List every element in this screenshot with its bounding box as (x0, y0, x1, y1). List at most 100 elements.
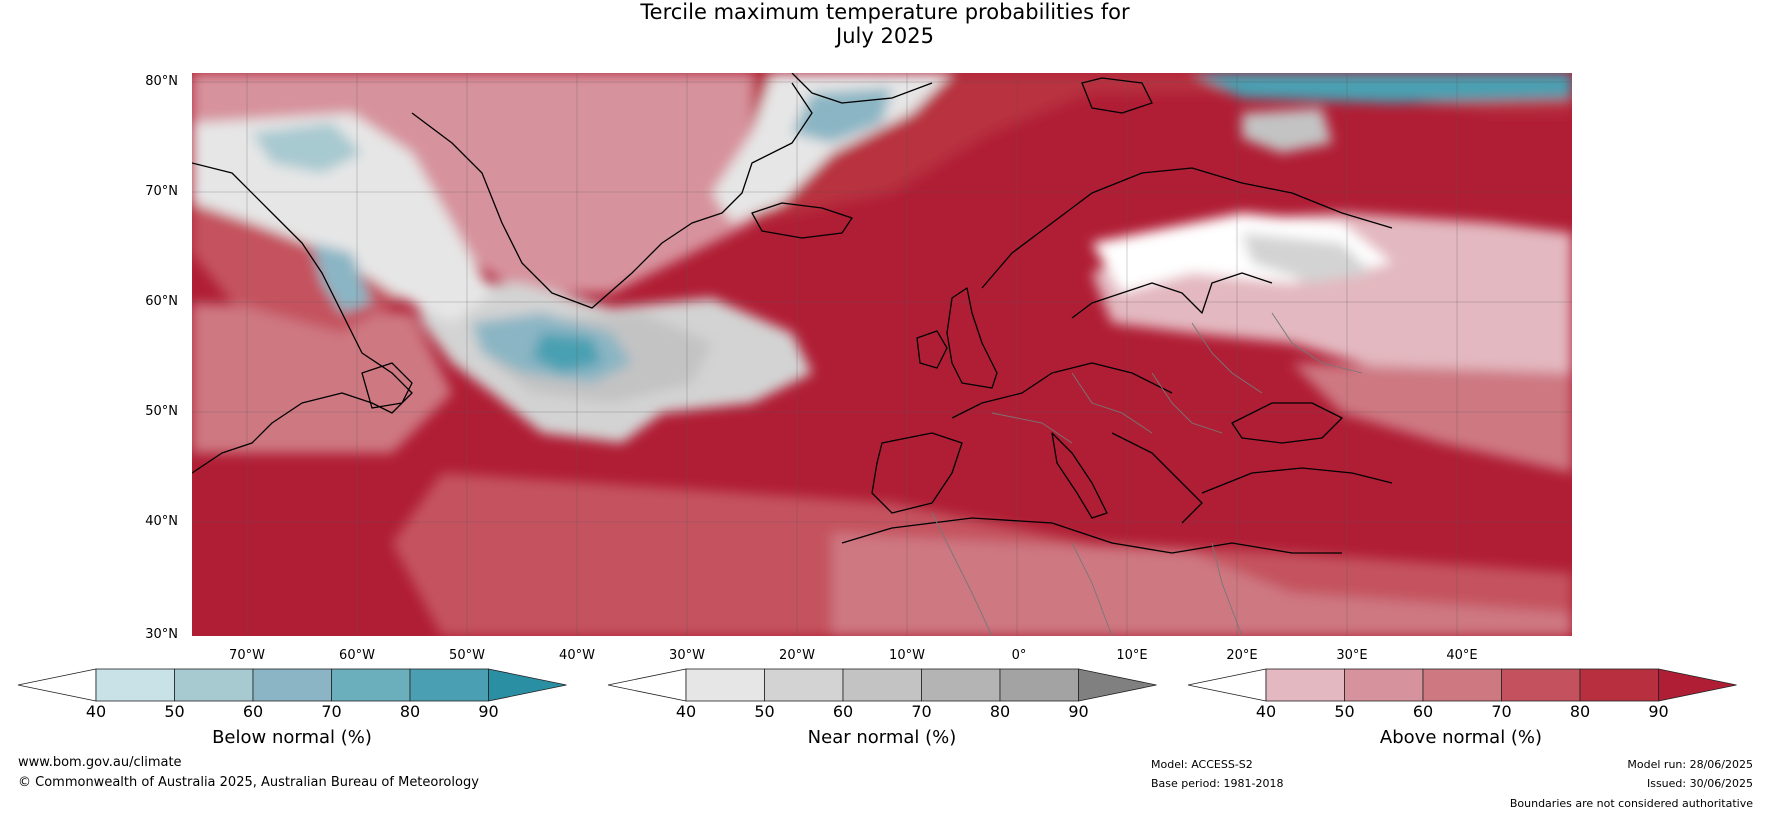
colorbar-tick-label: 50 (754, 702, 775, 721)
colorbar-extend-left (17, 668, 97, 702)
coast-north-africa (841, 517, 1342, 554)
colorbar-segment (1579, 668, 1659, 702)
colorbar-label-below: Below normal (%) (212, 727, 372, 748)
colorbar-above-normal (1187, 668, 1737, 702)
coast-balkans (1111, 432, 1203, 524)
lon-label-20e: 20°E (1226, 648, 1258, 663)
colorbar-segment (174, 668, 254, 702)
colorbar-segment (999, 668, 1079, 702)
colorbar-segment (764, 668, 844, 702)
colorbar-segment (1422, 668, 1502, 702)
lon-label-40w: 40°W (559, 648, 595, 663)
colorbar-label-near: Near normal (%) (807, 727, 957, 748)
region-arctic-grey (1242, 108, 1332, 153)
coast-arctic-north (791, 73, 933, 104)
coast-newfoundland (361, 362, 413, 409)
title-line-2: July 2025 (836, 24, 934, 48)
colorbar-segment (409, 668, 489, 702)
region-northeast-red (752, 73, 1572, 223)
colorbar-segment (685, 668, 765, 702)
title-line-1: Tercile maximum temperature probabilitie… (640, 0, 1130, 24)
lon-label-70w: 70°W (229, 648, 265, 663)
colorbar-tick-label: 40 (675, 702, 697, 721)
coast-black-sea (1231, 402, 1343, 444)
region-atlantic-blue-dark (532, 333, 602, 373)
footer-copyright: © Commonwealth of Australia 2025, Austra… (18, 775, 479, 790)
coast-britain (946, 287, 998, 389)
lat-label-60n: 60°N (145, 294, 178, 309)
footer-disclaimer: Boundaries are not considered authoritat… (1509, 797, 1753, 810)
lon-label-60w: 60°W (339, 648, 375, 663)
colorbar-extend-right (1658, 668, 1737, 702)
colorbar-segment (1344, 668, 1424, 702)
lat-label-40n: 40°N (145, 514, 178, 529)
colorbar-tick-label: 70 (321, 702, 342, 721)
chart-title: Tercile maximum temperature probabilitie… (0, 0, 1770, 48)
colorbar-tick-label: 50 (164, 702, 185, 721)
coast-europe (951, 362, 1173, 419)
region-east-greenland-blue (792, 88, 892, 143)
coast-svalbard (1081, 77, 1153, 114)
colorbar-near-normal (607, 668, 1157, 702)
coast-iceland (751, 202, 853, 239)
lat-label-50n: 50°N (145, 404, 178, 419)
colorbar-tick-label: 70 (1491, 702, 1512, 721)
colorbar-tick-label: 80 (399, 702, 421, 721)
lon-label-30w: 30°W (669, 648, 705, 663)
lon-label-50w: 50°W (449, 648, 485, 663)
lat-label-30n: 30°N (145, 627, 178, 642)
colorbar-extend-left (607, 668, 687, 702)
colorbar-segment (95, 668, 175, 702)
colorbar-tick-label: 50 (1334, 702, 1355, 721)
coast-iberia (871, 432, 963, 514)
coast-turkey (1201, 467, 1393, 494)
colorbar-segment (842, 668, 922, 702)
footer-model-run: Model run: 28/06/2025 (1627, 758, 1753, 771)
lon-label-30e: 30°E (1336, 648, 1368, 663)
colorbar-label-above: Above normal (%) (1379, 727, 1543, 748)
colorbar-extend-right (1078, 668, 1157, 702)
lat-label-70n: 70°N (145, 184, 178, 199)
region-east-greenland-grey (712, 73, 952, 223)
region-north-africa-mid (832, 533, 1572, 636)
colorbar-tick-label: 70 (911, 702, 932, 721)
colorbar-group (17, 668, 1737, 702)
region-hudson-blue (312, 243, 372, 313)
coast-norway (981, 167, 1393, 289)
region-baffin-blue (252, 123, 362, 173)
lon-label-0: 0° (1011, 648, 1027, 663)
coast-ireland (916, 330, 948, 369)
colorbar-tick-label: 40 (1255, 702, 1277, 721)
coast-italy (1051, 432, 1108, 519)
region-baffin-white (192, 113, 492, 323)
coast-labrador (192, 162, 413, 474)
colorbar-tick-label: 60 (1412, 702, 1434, 721)
colorbar-tick-label: 90 (1068, 702, 1089, 721)
region-west-mid (192, 303, 452, 453)
country-borders (931, 312, 1363, 636)
footer-model: Model: ACCESS-S2 (1151, 758, 1253, 771)
region-east-mid-red (1292, 363, 1572, 473)
region-arctic-blue (1192, 73, 1572, 103)
colorbar-below-normal (17, 668, 567, 702)
footer-website: www.bom.gov.au/climate (18, 755, 182, 770)
lat-label-80n: 80°N (145, 74, 178, 89)
colorbar-segment (252, 668, 332, 702)
footer-issued: Issued: 30/06/2025 (1646, 777, 1753, 790)
footer-base-period: Base period: 1981-2018 (1151, 777, 1284, 790)
probability-map (192, 73, 1572, 636)
region-scandinavia-grey (1242, 233, 1372, 283)
colorbar-segment (921, 668, 1001, 702)
colorbar-segment (1265, 668, 1345, 702)
coast-greenland (411, 82, 813, 309)
graticule (192, 73, 1572, 636)
colorbar-extend-left (1187, 668, 1267, 702)
lon-label-40e: 40°E (1446, 648, 1478, 663)
coastlines (192, 73, 1393, 554)
colorbar-tick-label: 80 (1569, 702, 1591, 721)
lon-label-10e: 10°E (1116, 648, 1148, 663)
colorbar-segment (1501, 668, 1581, 702)
colorbar-segment (331, 668, 411, 702)
colorbar-tick-label: 60 (242, 702, 264, 721)
colorbar-tick-label: 90 (478, 702, 499, 721)
